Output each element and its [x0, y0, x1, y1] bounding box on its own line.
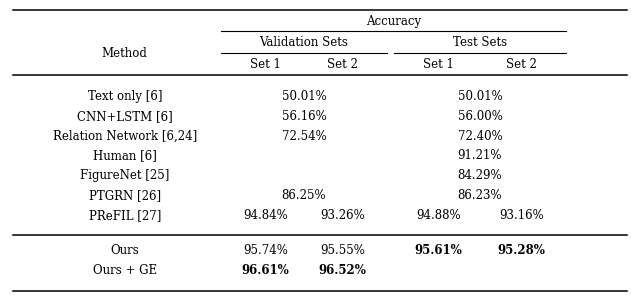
- Text: Set 2: Set 2: [506, 58, 537, 71]
- Text: 72.40%: 72.40%: [458, 129, 502, 143]
- Text: 95.28%: 95.28%: [498, 244, 545, 257]
- Text: CNN+LSTM [6]: CNN+LSTM [6]: [77, 110, 173, 123]
- Text: 96.61%: 96.61%: [242, 264, 289, 278]
- Text: 86.23%: 86.23%: [458, 189, 502, 202]
- Text: 95.74%: 95.74%: [243, 244, 288, 257]
- Text: 56.00%: 56.00%: [458, 110, 502, 123]
- Text: Set 1: Set 1: [250, 58, 281, 71]
- Text: 93.26%: 93.26%: [320, 209, 365, 222]
- Text: 50.01%: 50.01%: [282, 90, 326, 103]
- Text: 96.52%: 96.52%: [319, 264, 366, 278]
- Text: PTGRN [26]: PTGRN [26]: [89, 189, 161, 202]
- Text: 84.29%: 84.29%: [458, 169, 502, 182]
- Text: 86.25%: 86.25%: [282, 189, 326, 202]
- Text: PReFIL [27]: PReFIL [27]: [88, 209, 161, 222]
- Text: Validation Sets: Validation Sets: [260, 36, 348, 49]
- Text: 93.16%: 93.16%: [499, 209, 544, 222]
- Text: Human [6]: Human [6]: [93, 149, 157, 163]
- Text: Test Sets: Test Sets: [453, 36, 507, 49]
- Text: 91.21%: 91.21%: [458, 149, 502, 163]
- Text: 72.54%: 72.54%: [282, 129, 326, 143]
- Text: Accuracy: Accuracy: [366, 14, 421, 28]
- Text: 94.88%: 94.88%: [416, 209, 461, 222]
- Text: 56.16%: 56.16%: [282, 110, 326, 123]
- Text: Text only [6]: Text only [6]: [88, 90, 162, 103]
- Text: 94.84%: 94.84%: [243, 209, 288, 222]
- Text: 50.01%: 50.01%: [458, 90, 502, 103]
- Text: Ours: Ours: [111, 244, 139, 257]
- Text: 95.61%: 95.61%: [415, 244, 462, 257]
- Text: FigureNet [25]: FigureNet [25]: [80, 169, 170, 182]
- Text: Method: Method: [102, 47, 148, 60]
- Text: 95.55%: 95.55%: [320, 244, 365, 257]
- Text: Relation Network [6,24]: Relation Network [6,24]: [52, 129, 197, 143]
- Text: Ours + GE: Ours + GE: [93, 264, 157, 278]
- Text: Set 1: Set 1: [423, 58, 454, 71]
- Text: Set 2: Set 2: [327, 58, 358, 71]
